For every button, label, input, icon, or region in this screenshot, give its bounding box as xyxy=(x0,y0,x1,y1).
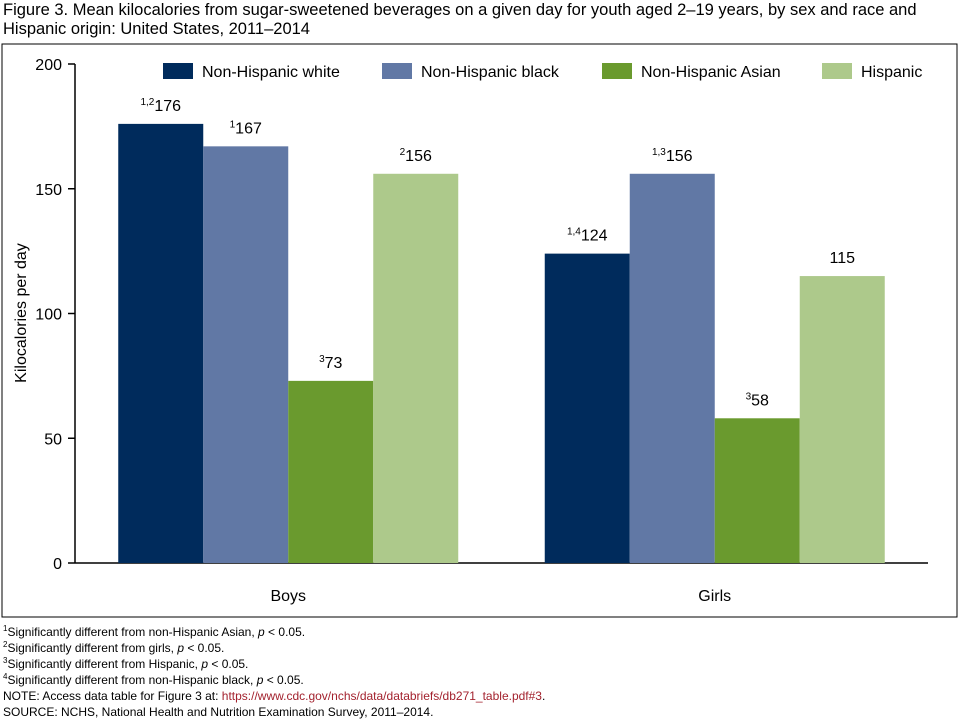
value-text: 73 xyxy=(325,355,343,372)
y-tick-label: 200 xyxy=(35,57,62,74)
bar xyxy=(203,146,289,563)
footnote-text: < 0.05. xyxy=(264,625,306,639)
legend-label: Hispanic xyxy=(861,64,922,81)
footnote-mark: 3 xyxy=(746,391,752,402)
bar xyxy=(373,173,459,563)
value-text: 156 xyxy=(666,148,693,165)
value-label: 1,2176 xyxy=(140,97,181,115)
legend-swatch xyxy=(382,63,412,79)
footnote-text: p xyxy=(256,673,264,687)
value-label: 2156 xyxy=(400,147,432,165)
note: NOTE: Access data table for Figure 3 at:… xyxy=(3,688,545,704)
footnote: 4Significantly different from non-Hispan… xyxy=(3,672,545,688)
value-text: 176 xyxy=(154,98,181,115)
value-text: 156 xyxy=(405,148,432,165)
value-label: 115 xyxy=(829,250,855,267)
bar xyxy=(629,173,715,563)
footnote-mark: 1 xyxy=(230,119,236,130)
value-label: 1,3156 xyxy=(652,147,693,165)
footnote-text: Significantly different from girls, xyxy=(7,641,178,655)
notes: 1Significantly different from non-Hispan… xyxy=(3,624,545,720)
footnote-mark: 3 xyxy=(3,656,8,665)
footnote-mark: 3 xyxy=(319,354,325,365)
note-end: . xyxy=(541,689,546,703)
footnote-text: Significantly different from non-Hispani… xyxy=(7,625,259,639)
footnote: 1Significantly different from non-Hispan… xyxy=(3,624,545,640)
bar xyxy=(118,123,204,563)
footnote-text: Significantly different from Hispanic, xyxy=(7,657,202,671)
y-tick-label: 50 xyxy=(44,431,62,448)
value-text: 58 xyxy=(751,392,769,409)
footnote-mark: 4 xyxy=(3,672,8,681)
legend-swatch xyxy=(822,63,852,79)
legend-swatch xyxy=(602,63,632,79)
footnote-text: p xyxy=(201,657,209,671)
legend-label: Non-Hispanic Asian xyxy=(641,64,781,81)
source: SOURCE: NCHS, National Health and Nutrit… xyxy=(3,705,434,719)
y-tick-label: 0 xyxy=(53,556,62,573)
bar xyxy=(288,380,374,563)
footnote-mark: 1,3 xyxy=(652,147,666,158)
footnote-mark: 2 xyxy=(400,147,406,158)
bar xyxy=(544,253,630,563)
legend-label: Non-Hispanic black xyxy=(421,64,560,81)
footnote-text: < 0.05. xyxy=(208,657,249,671)
note-text: NOTE: Access data table for Figure 3 at: xyxy=(3,689,222,703)
footnote-text: < 0.05. xyxy=(263,673,304,687)
footnote-text: p xyxy=(258,625,265,639)
value-text: 124 xyxy=(581,228,608,245)
value-label: 373 xyxy=(319,354,342,372)
footnote-mark: 1 xyxy=(3,624,8,633)
footnote: 3Significantly different from Hispanic, … xyxy=(3,656,545,672)
chart-title: Figure 3. Mean kilocalories from sugar-s… xyxy=(3,1,917,38)
legend-swatch xyxy=(163,63,193,79)
bar xyxy=(799,276,885,563)
legend-label: Non-Hispanic white xyxy=(202,64,340,81)
value-label: 358 xyxy=(746,391,769,409)
value-text: 115 xyxy=(829,250,855,267)
y-tick-label: 150 xyxy=(35,182,62,199)
note-link[interactable]: https://www.cdc.gov/nchs/data/databriefs… xyxy=(221,689,542,703)
footnote-mark: 1,2 xyxy=(140,97,154,108)
chart-frame xyxy=(1,43,958,618)
footnote-mark: 2 xyxy=(3,640,8,649)
value-label: 1167 xyxy=(230,119,262,137)
value-text: 167 xyxy=(235,120,262,137)
footnote-text: < 0.05. xyxy=(184,641,225,655)
footnote-mark: 1,4 xyxy=(567,227,581,238)
bar xyxy=(714,418,800,563)
footnote: 2Significantly different from girls, p <… xyxy=(3,640,545,656)
value-label: 1,4124 xyxy=(567,227,608,245)
chart: Kilocalories per day 0 50 100 150 200 Boys 1,2… xyxy=(1,43,958,618)
x-tick-label: Boys xyxy=(270,588,306,605)
y-axis-label: Kilocalories per day xyxy=(13,243,30,383)
y-tick-label: 100 xyxy=(35,307,62,324)
x-tick-label: Girls xyxy=(698,588,731,605)
footnote-text: p xyxy=(177,641,184,655)
footnote-text: Significantly different from non-Hispani… xyxy=(7,673,257,687)
